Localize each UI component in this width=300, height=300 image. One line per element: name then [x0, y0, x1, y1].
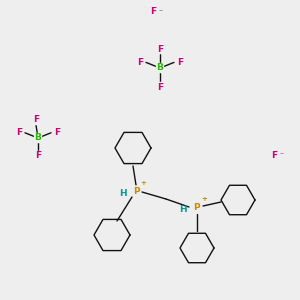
- Text: F: F: [54, 128, 60, 137]
- Text: F: F: [137, 58, 143, 67]
- Text: P: P: [133, 187, 139, 196]
- Text: +: +: [201, 196, 207, 202]
- Text: B: B: [34, 134, 41, 142]
- Text: F: F: [35, 152, 41, 160]
- Text: ⁻: ⁻: [279, 151, 283, 160]
- Text: F: F: [271, 151, 277, 160]
- Text: H: H: [179, 205, 187, 214]
- Text: +: +: [140, 180, 146, 186]
- Text: F: F: [157, 82, 163, 91]
- Text: F: F: [177, 58, 183, 67]
- Text: P: P: [193, 202, 199, 211]
- Text: H: H: [119, 188, 127, 197]
- Text: F: F: [16, 128, 22, 137]
- Text: F: F: [33, 116, 39, 124]
- Text: B: B: [157, 64, 164, 73]
- Text: F: F: [150, 8, 156, 16]
- Text: ⁻: ⁻: [158, 8, 162, 16]
- Text: F: F: [157, 44, 163, 53]
